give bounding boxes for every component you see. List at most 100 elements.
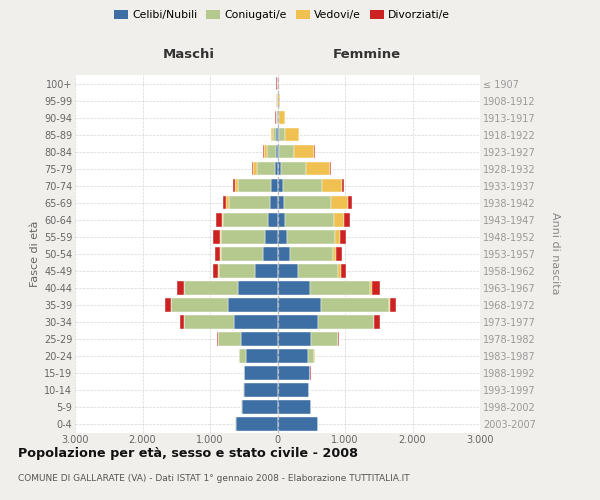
- Bar: [286, 213, 334, 226]
- Bar: [322, 179, 342, 192]
- Legend: Celibi/Nubili, Coniugati/e, Vedovi/e, Divorziati/e: Celibi/Nubili, Coniugati/e, Vedovi/e, Di…: [110, 6, 454, 25]
- Bar: [277, 400, 311, 414]
- Bar: [215, 247, 220, 260]
- Bar: [277, 315, 318, 328]
- Bar: [255, 264, 277, 278]
- Bar: [246, 349, 277, 362]
- Bar: [257, 162, 275, 175]
- Bar: [221, 247, 263, 260]
- Text: Maschi: Maschi: [163, 48, 214, 60]
- Bar: [279, 128, 286, 141]
- Bar: [370, 281, 371, 294]
- Bar: [318, 315, 374, 328]
- Bar: [277, 213, 286, 226]
- Bar: [213, 230, 220, 243]
- Bar: [277, 349, 308, 362]
- Text: COMUNE DI GALLARATE (VA) - Dati ISTAT 1° gennaio 2008 - Elaborazione TUTTITALIA.: COMUNE DI GALLARATE (VA) - Dati ISTAT 1°…: [18, 474, 410, 483]
- Bar: [270, 196, 277, 209]
- Bar: [253, 162, 257, 175]
- Bar: [218, 264, 219, 278]
- Bar: [218, 332, 241, 345]
- Bar: [330, 162, 331, 175]
- Bar: [277, 298, 321, 312]
- Bar: [333, 247, 337, 260]
- Bar: [298, 264, 338, 278]
- Bar: [241, 332, 277, 345]
- Bar: [226, 196, 229, 209]
- Bar: [279, 111, 284, 124]
- Bar: [275, 162, 277, 175]
- Bar: [238, 179, 271, 192]
- Bar: [277, 247, 290, 260]
- Bar: [273, 128, 277, 141]
- Bar: [340, 230, 346, 243]
- Bar: [277, 366, 310, 380]
- Bar: [267, 145, 276, 158]
- Bar: [314, 145, 315, 158]
- Bar: [338, 332, 340, 345]
- Bar: [233, 179, 235, 192]
- Bar: [277, 128, 279, 141]
- Text: Femmine: Femmine: [332, 48, 401, 60]
- Bar: [229, 196, 270, 209]
- Bar: [371, 281, 380, 294]
- Bar: [290, 247, 333, 260]
- Bar: [242, 400, 277, 414]
- Bar: [238, 281, 277, 294]
- Bar: [236, 417, 277, 431]
- Bar: [223, 196, 226, 209]
- Bar: [217, 213, 221, 226]
- Bar: [286, 128, 299, 141]
- Bar: [284, 196, 331, 209]
- Bar: [335, 230, 340, 243]
- Bar: [184, 315, 235, 328]
- Bar: [374, 315, 380, 328]
- Bar: [281, 162, 306, 175]
- Bar: [310, 281, 370, 294]
- Bar: [277, 417, 318, 431]
- Bar: [276, 145, 277, 158]
- Bar: [219, 264, 255, 278]
- Bar: [341, 264, 346, 278]
- Bar: [334, 213, 344, 226]
- Bar: [244, 383, 277, 397]
- Bar: [271, 128, 273, 141]
- Bar: [213, 264, 218, 278]
- Bar: [278, 111, 279, 124]
- Bar: [294, 145, 314, 158]
- Bar: [276, 111, 277, 124]
- Bar: [220, 230, 221, 243]
- Bar: [338, 264, 341, 278]
- Bar: [277, 145, 280, 158]
- Bar: [227, 298, 277, 312]
- Bar: [263, 247, 277, 260]
- Bar: [277, 383, 309, 397]
- Bar: [321, 298, 389, 312]
- Bar: [235, 315, 277, 328]
- Bar: [311, 332, 338, 345]
- Bar: [171, 298, 227, 312]
- Bar: [342, 179, 344, 192]
- Bar: [277, 332, 311, 345]
- Bar: [221, 213, 223, 226]
- Y-axis label: Anni di nascita: Anni di nascita: [550, 212, 560, 295]
- Bar: [277, 281, 310, 294]
- Bar: [268, 213, 277, 226]
- Bar: [235, 179, 238, 192]
- Bar: [331, 196, 348, 209]
- Bar: [180, 315, 184, 328]
- Bar: [337, 247, 343, 260]
- Bar: [277, 264, 298, 278]
- Bar: [344, 213, 350, 226]
- Bar: [239, 349, 246, 362]
- Bar: [265, 230, 277, 243]
- Text: Popolazione per età, sesso e stato civile - 2008: Popolazione per età, sesso e stato civil…: [18, 448, 358, 460]
- Bar: [217, 332, 218, 345]
- Bar: [277, 162, 281, 175]
- Bar: [287, 230, 335, 243]
- Bar: [263, 145, 267, 158]
- Bar: [220, 247, 221, 260]
- Bar: [277, 179, 283, 192]
- Bar: [283, 179, 322, 192]
- Bar: [244, 366, 277, 380]
